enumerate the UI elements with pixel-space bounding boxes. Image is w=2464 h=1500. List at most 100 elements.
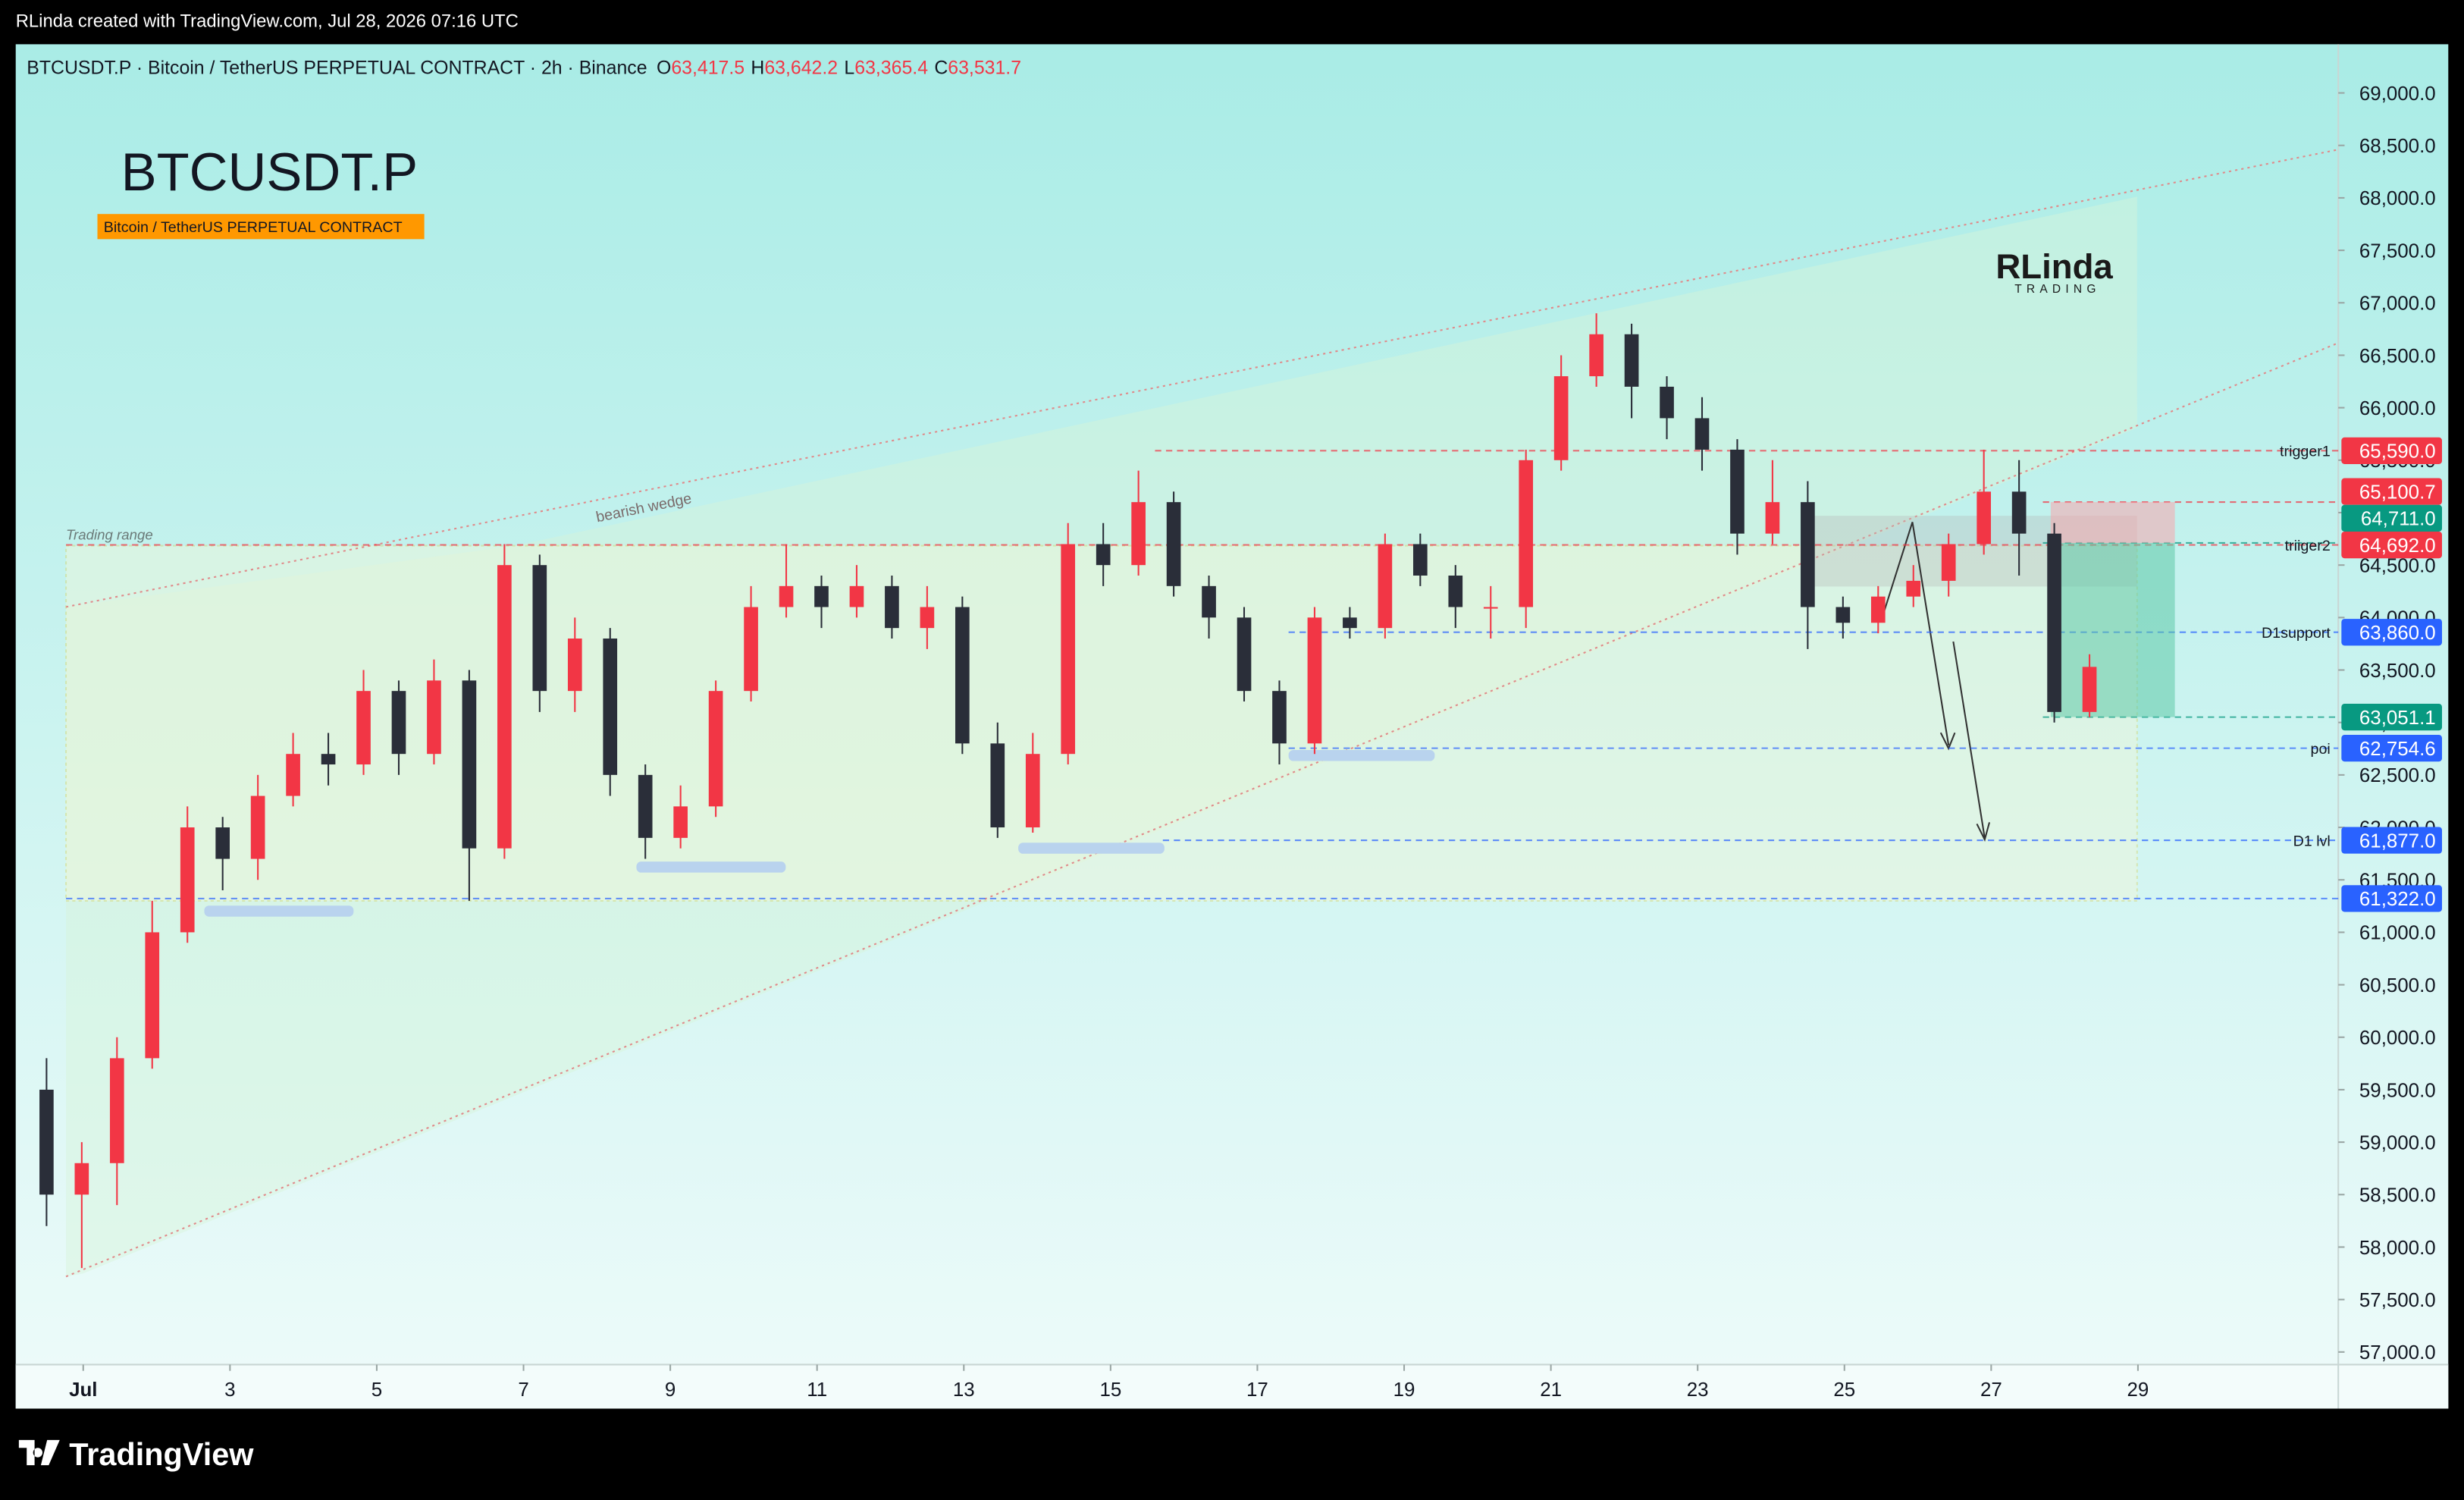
x-tick-label: 7 [518,1379,528,1401]
candle-body [1448,575,1463,607]
candle-body [673,806,688,838]
watermark-logo: RLinda [1995,247,2113,286]
x-tick-label: 29 [2127,1379,2149,1401]
ohlc-value: 63,531.7 [948,58,1021,79]
candle-body [1131,502,1146,566]
candle-body [920,607,935,629]
level-price-box [2341,478,2442,505]
candle-body [1730,449,1745,534]
x-axis-background [15,1364,2449,1409]
candle-body [1977,491,1992,544]
candle-body [2082,667,2097,712]
candle-body [1096,544,1111,566]
level-name: D1support [2262,625,2331,642]
ohlc-key: O [657,58,671,79]
candle-body [74,1163,89,1195]
candle-body [109,1058,124,1163]
symbol-header: BTCUSDT.P · Bitcoin / TetherUS PERPETUAL… [27,58,1021,79]
candle-body [1660,386,1674,419]
candle-body [744,607,758,692]
brand-name: TradingView [69,1436,254,1472]
level-price-box [2341,827,2442,854]
x-tick-label: 9 [665,1379,676,1401]
level-price-box [2341,704,2442,731]
y-tick-label: 60,000.0 [2359,1028,2436,1049]
candle-body [2047,533,2061,712]
candle-body [1624,334,1639,387]
level-price-label: 62,754.6 [2359,739,2436,760]
candle-body [1307,617,1322,744]
level-price-box [2341,504,2442,532]
candle-body [1801,502,1815,607]
candle-body [250,796,265,859]
candle-body [1835,607,1851,623]
candle-body [567,639,582,692]
candle-body [1412,544,1428,576]
x-tick-label: 13 [953,1379,975,1401]
candle-body [1237,617,1252,692]
y-tick-label: 69,000.0 [2359,83,2436,105]
arrow-head [1976,822,1991,843]
candle-body [885,585,899,629]
candle-body [215,827,230,859]
wedge-fill [66,196,2137,1277]
position-target [2050,542,2175,717]
level-price-label: 64,692.0 [2359,535,2436,557]
projection-arrow [1882,522,1950,745]
candle-body [1061,544,1076,755]
candle-body [2011,491,2027,534]
candle-body [497,565,512,849]
candle-body [356,691,371,765]
level-price-box [2341,885,2442,912]
level-price-box [2341,619,2442,646]
x-tick-label: 21 [1540,1379,1562,1401]
description: Bitcoin / TetherUS PERPETUAL CONTRACT [104,219,403,236]
level-name: D1 lvl [2293,833,2331,849]
position-stop [2050,502,2175,543]
candle-body [1589,334,1603,377]
watermark-sub: TRADING [2014,283,2100,296]
candle-body [1202,585,1216,618]
level-price-box [2341,531,2442,559]
y-tick-label: 61,000.0 [2359,923,2436,944]
x-tick-label: 3 [224,1379,235,1401]
level-price-label: 61,322.0 [2359,889,2436,910]
y-tick-label: 59,000.0 [2359,1132,2436,1153]
ohlc-value: 63,417.5 [671,58,745,79]
y-tick-label: 57,500.0 [2359,1290,2436,1311]
x-tick-label: 5 [371,1379,382,1401]
candle-body [955,607,970,744]
y-tick-label: 64,500.0 [2359,555,2436,576]
ohlc-value: 63,642.2 [764,58,838,79]
y-tick-label: 68,500.0 [2359,136,2436,157]
ohlc-key: L [844,58,854,79]
candle-body [1378,544,1393,629]
candle-body [1694,418,1710,450]
level-price-label: 61,877.0 [2359,830,2436,852]
x-tick-label: 15 [1099,1379,1121,1401]
ohlc-key: H [751,58,764,79]
candle-body [638,774,653,838]
y-tick-label: 67,500.0 [2359,240,2436,262]
trading-range-box [65,544,2138,902]
y-tick-label: 62,500.0 [2359,765,2436,786]
candle-body [286,754,300,796]
candle-body [532,565,547,692]
symbol-line: BTCUSDT.P · Bitcoin / TetherUS PERPETUAL… [27,58,647,79]
projection-arrow [1952,641,1986,839]
candle-body [1941,544,1956,581]
x-tick-label: 11 [807,1379,827,1401]
x-tick-label: 17 [1246,1379,1268,1401]
level-name: poi [2311,741,2331,758]
y-tick-label: 63,500.0 [2359,661,2436,682]
level-price-label: 64,711.0 [2361,509,2436,530]
y-tick-label: 68,000.0 [2359,188,2436,209]
y-tick-label: 58,000.0 [2359,1238,2436,1259]
candle-body [1906,580,1921,597]
wedge-lower [65,342,2339,1278]
annotation: Trading range [66,526,153,542]
x-tick-label: 25 [1833,1379,1855,1401]
candle-body [779,585,794,607]
candle-body [145,932,160,1059]
